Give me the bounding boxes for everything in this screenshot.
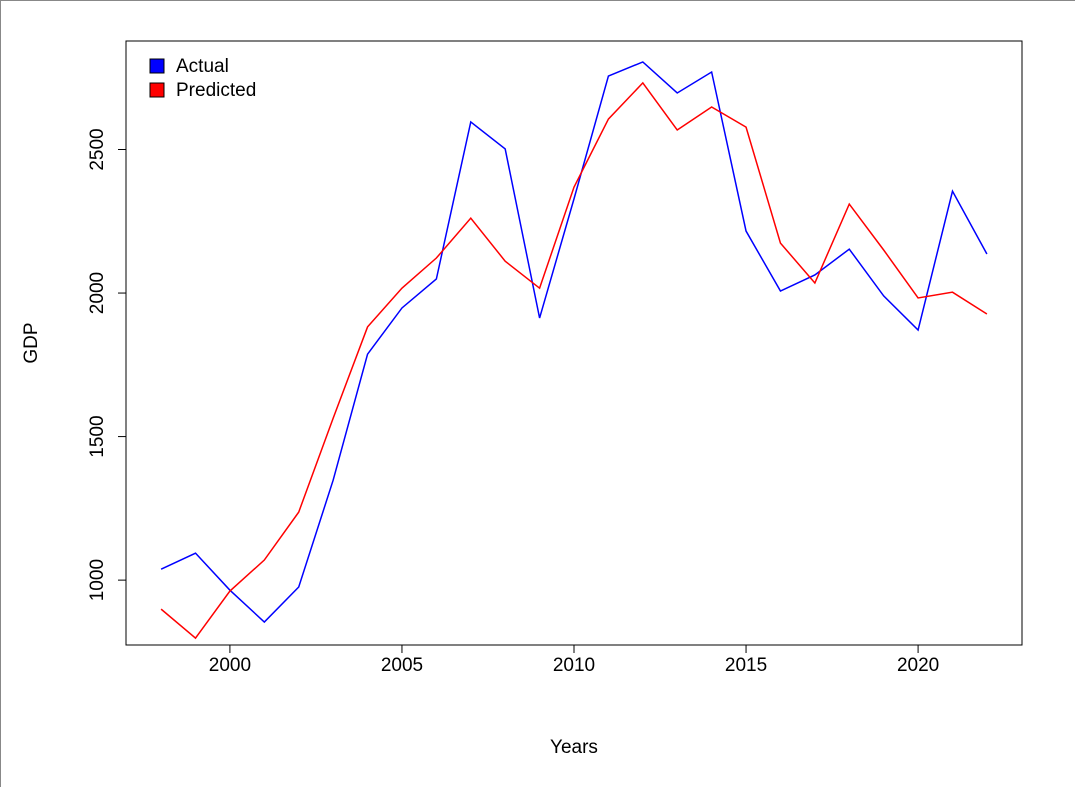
y-tick-label: 1500: [87, 415, 108, 457]
x-tick-label: 2005: [381, 655, 423, 676]
x-tick-label: 2015: [725, 655, 767, 676]
series-line: [160, 81, 988, 640]
legend-label: Actual: [176, 56, 229, 77]
x-tick-label: 2000: [209, 655, 251, 676]
y-tick-label: 2000: [87, 272, 108, 314]
series-line: [160, 61, 988, 624]
plot-frame: [125, 40, 1023, 646]
x-axis-label: Years: [550, 737, 598, 758]
legend-swatch: [149, 58, 165, 74]
legend-swatch: [149, 82, 165, 98]
x-tick-label: 2020: [897, 655, 939, 676]
x-tick-label: 2010: [553, 655, 595, 676]
y-tick-label: 1000: [87, 559, 108, 601]
legend-label: Predicted: [176, 80, 256, 101]
y-tick-label: 2500: [87, 128, 108, 170]
y-axis-label: GDP: [21, 322, 42, 363]
